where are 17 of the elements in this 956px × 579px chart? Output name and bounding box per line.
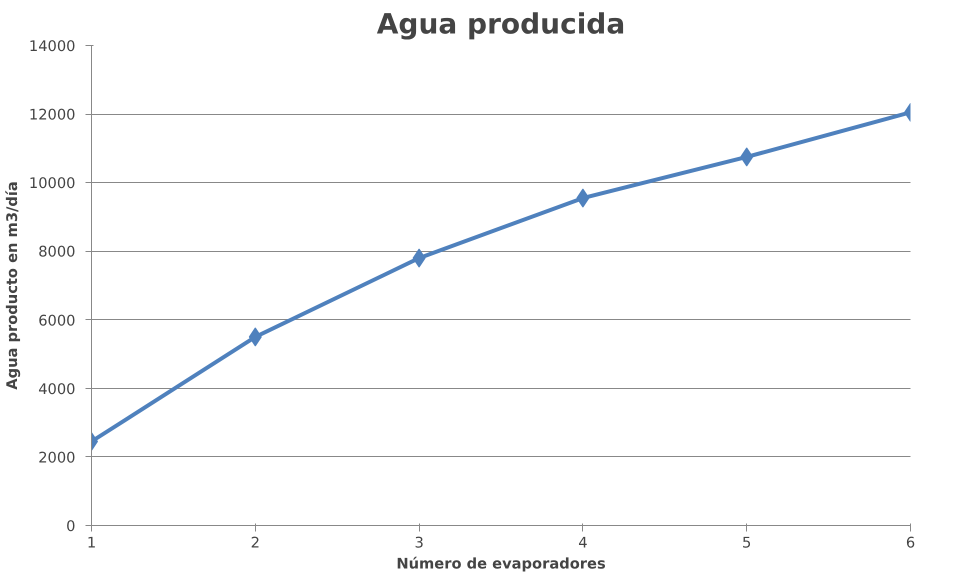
y-tick-label: 4000 (38, 380, 76, 398)
x-tick-label: 2 (250, 534, 260, 552)
y-tick-label: 2000 (38, 449, 76, 466)
y-tick-label: 6000 (38, 312, 76, 330)
x-tick-label: 5 (742, 534, 752, 552)
x-tick-label: 3 (414, 534, 424, 552)
y-tick-label: 0 (66, 518, 76, 535)
y-tick-label: 14000 (28, 38, 76, 55)
y-axis-title: Agua producto en m3/día (4, 181, 21, 390)
y-tick-label: 12000 (28, 106, 76, 124)
x-axis-title: Número de evaporadores (396, 556, 606, 572)
chart-title: Agua producida (376, 8, 626, 40)
x-tick-label: 1 (86, 534, 96, 552)
x-tick-label: 6 (906, 534, 916, 552)
x-tick-label: 4 (578, 534, 588, 552)
y-tick-label: 10000 (28, 175, 76, 192)
y-tick-label: 8000 (38, 244, 76, 261)
